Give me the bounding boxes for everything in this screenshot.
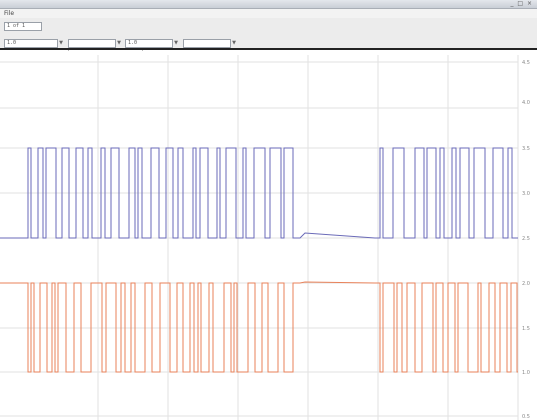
chevron-down-icon[interactable]: ▼ xyxy=(59,40,63,46)
scale-dropdown-1[interactable]: 1.0 xyxy=(4,39,58,48)
chevron-down-icon[interactable]: ▼ xyxy=(232,40,236,46)
y-tick-label: 2.5 xyxy=(522,236,530,242)
waveform-plot[interactable]: 4.5 4.0 3.5 3.0 2.5 2.0 1.5 1.0 0.5 xyxy=(0,50,537,420)
window-controls[interactable]: _ □ × xyxy=(510,0,533,7)
chevron-down-icon[interactable]: ▼ xyxy=(117,40,121,46)
title-bar: _ □ × xyxy=(0,0,537,9)
y-tick-label: 4.0 xyxy=(522,100,530,106)
waveform-channel-a xyxy=(0,147,518,239)
waveform-channel-b xyxy=(0,281,518,373)
y-tick-label: 4.5 xyxy=(522,60,530,66)
menu-bar: File xyxy=(0,9,537,18)
y-axis-ticks: 4.5 4.0 3.5 3.0 2.5 2.0 1.5 1.0 0.5 xyxy=(522,60,530,420)
chevron-down-icon[interactable]: ▼ xyxy=(174,40,178,46)
blank-dropdown-2[interactable] xyxy=(183,39,231,48)
options-toolbar: 1.0 ▼ ▼ 1.0 ▼ ▼ xyxy=(0,37,537,50)
blank-dropdown-1[interactable] xyxy=(68,39,116,48)
y-tick-label: 1.0 xyxy=(522,370,530,376)
main-toolbar: 1 of 1 ◁ ▷ ↖ ✋ ⊕ ⊖ ⊙ ⌕ xyxy=(0,18,537,51)
y-tick-label: 3.5 xyxy=(522,146,530,152)
menu-item-file[interactable]: File xyxy=(4,10,15,17)
y-tick-label: 3.0 xyxy=(522,191,530,197)
scale-dropdown-2[interactable]: 1.0 xyxy=(125,39,173,48)
y-tick-label: 0.5 xyxy=(522,414,530,420)
y-tick-label: 1.5 xyxy=(522,326,530,332)
page-field[interactable]: 1 of 1 xyxy=(4,22,42,31)
y-tick-label: 2.0 xyxy=(522,281,530,287)
